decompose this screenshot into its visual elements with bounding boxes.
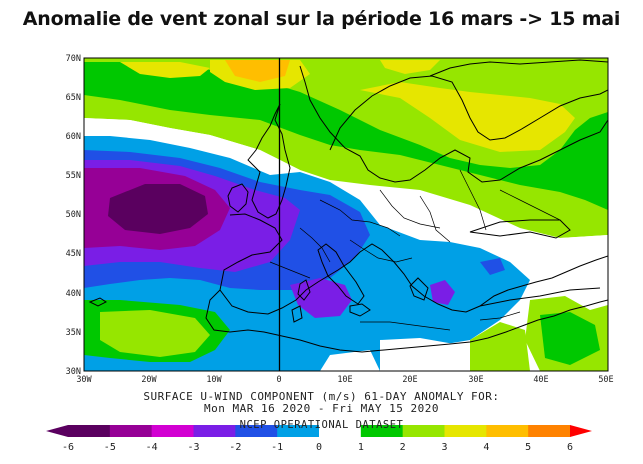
colorbar-tick-label: 5 [525,442,531,453]
colorbar-tick-label: -5 [104,442,116,453]
lat-label: 35N [66,328,81,338]
caption-line-3: NCEP OPERATIONAL DATASET [239,419,404,431]
coastlines [88,59,608,353]
lat-label: 45N [66,249,81,259]
caption-line-2: Mon MAR 16 2020 - Fri MAY 15 2020 [203,402,440,415]
colorbar-tick-label: -1 [271,442,283,453]
borders [269,169,561,331]
lon-label: 0 [276,375,281,385]
colorbar-segment [193,425,236,437]
caption-line-1: SURFACE U-WIND COMPONENT (m/s) 61-DAY AN… [143,390,500,403]
colorbar-tick-label: -3 [187,442,199,453]
lon-label: 30E [468,375,483,385]
colorbar-tick-label: 1 [358,442,364,453]
lon-label: 20E [402,375,417,385]
lat-label: 55N [66,171,81,181]
colorbar-segment [235,425,278,437]
colorbar-segment [486,425,529,437]
colorbar-tick-label: -2 [229,442,241,453]
longitude-axis: 30W 20W 10W 0 10E 20E 30E 40E 50E [76,375,613,385]
colorbar-arrow-right [570,425,592,437]
lat-label: 50N [66,210,81,220]
colorbar-tick-label: 3 [441,442,447,453]
colorbar-segment [151,425,194,437]
colorbar-segment [109,425,153,437]
colorbar-tick-label: -6 [62,442,74,453]
lon-label: 30W [76,375,92,385]
colorbar-tick-label: 2 [400,442,406,453]
lat-label: 60N [66,132,81,142]
colorbar-segment [444,425,487,437]
lat-label: 40N [66,289,81,299]
latitude-axis: 70N 65N 60N 55N 50N 45N 40N 35N 30N [66,54,81,377]
colorbar-segment [402,425,445,437]
colorbar-arrow-left [46,425,68,437]
map-title: Anomalie de vent zonal sur la période 16… [22,8,621,30]
colorbar-segment [277,425,320,437]
lat-label: 65N [66,93,81,103]
lat-label: 30N [66,367,81,377]
colorbar-tick-label: 0 [316,442,322,453]
lon-label: 40E [533,375,548,385]
lon-label: 10E [337,375,352,385]
colorbar-segment [319,425,362,437]
colorbar-tick-label: -4 [146,442,158,453]
lon-label: 10W [206,375,222,385]
anomaly-field [84,58,608,371]
colorbar-segment [360,425,404,437]
colorbar-segment [68,425,111,437]
map-frame [83,57,609,372]
colorbar-tick-label: 6 [567,442,573,453]
lon-label: 50E [598,375,613,385]
colorbar-tick-label: 4 [483,442,489,453]
colorbar: -6 -5 -4 -3 -2 -1 0 1 2 3 4 5 6 [46,425,592,453]
colorbar-segment [528,425,571,437]
lon-label: 20W [141,375,157,385]
lat-label: 70N [66,54,81,64]
